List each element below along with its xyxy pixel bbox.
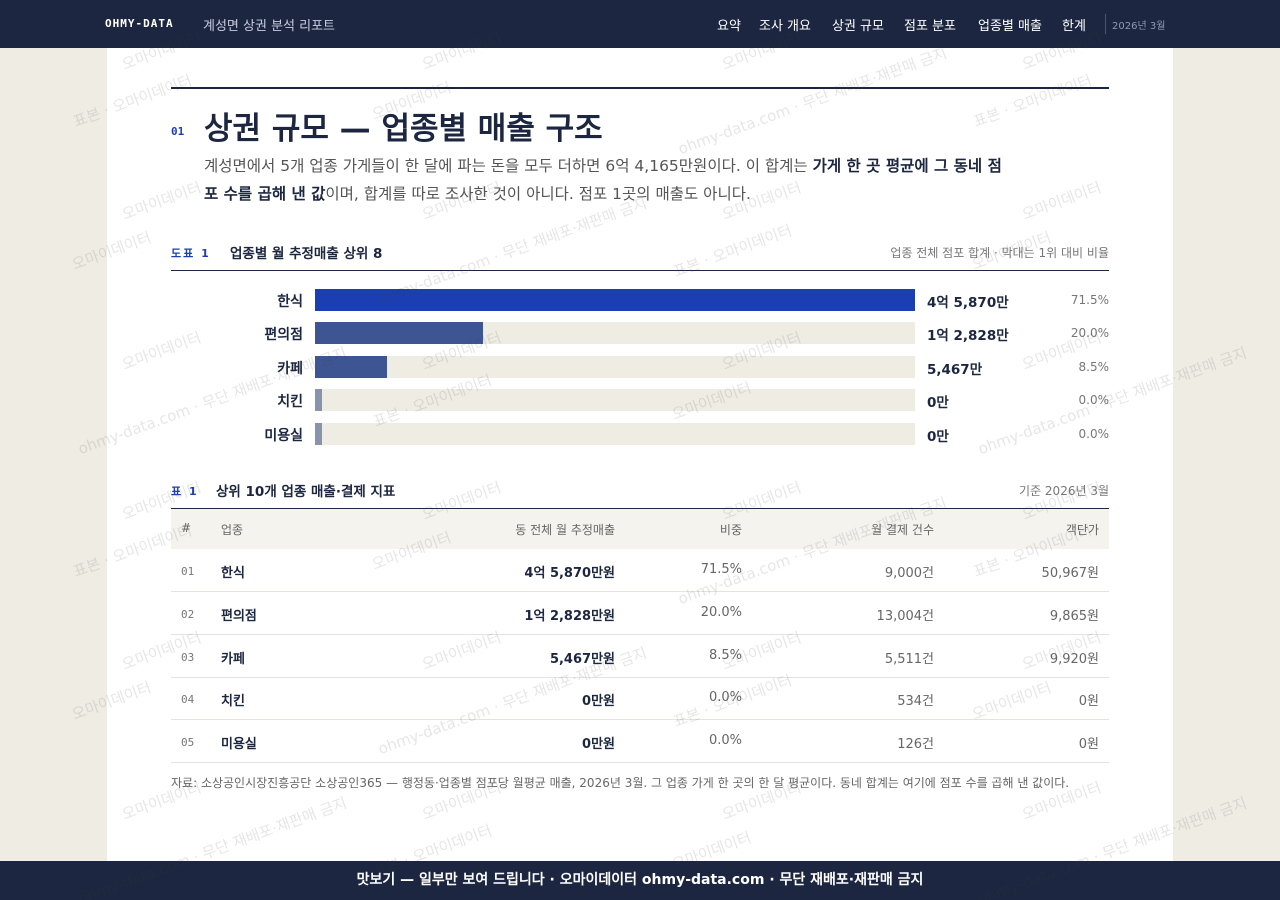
footer-banner: 맛보기 — 일부만 보여 드립니다 · 오마이데이터 ohmy-data.com…: [0, 861, 1280, 900]
table-header-row: [171, 508, 1109, 549]
table-cell: 치킨: [221, 694, 245, 710]
bar: [315, 322, 483, 345]
table-cell: 03: [181, 650, 195, 664]
category-label: 편의점: [264, 327, 303, 344]
section-rule: [171, 87, 1109, 89]
brand[interactable]: OHMY-DATA: [105, 17, 174, 30]
row-rule: [171, 762, 1109, 764]
table-cell: 9,865원: [1049, 608, 1099, 624]
value-label: 0만: [927, 428, 949, 445]
nav-link[interactable]: 한계: [1062, 19, 1086, 34]
nav-link[interactable]: 업종별 매출: [978, 19, 1042, 34]
bar-cap: [315, 389, 322, 412]
table-cell: 9,920원: [1049, 651, 1099, 667]
table-title: 상위 10개 업종 매출·결제 지표: [216, 484, 396, 500]
row-rule: [171, 633, 1109, 635]
source-note: 자료: 소상공인시장진흥공단 소상공인365 — 행정동·업종별 점포당 월평균…: [171, 776, 1070, 790]
value-label: 4억 5,870만: [927, 295, 1009, 311]
lead-text: 이며, 합계를 따로 조사한 것이 아니다. 점포 1곳의 매출도 아니다.: [325, 185, 751, 203]
table-cell: 5,467만원: [549, 651, 615, 667]
lead-text: 계성면에서 5개 업종 가게들이 한 달에 파는 돈을 모두 더하면 6억 4,…: [204, 157, 813, 175]
top-nav: OHMY-DATA 계성면 상권 분석 리포트 2026년 3월 요약 조사 개요…: [0, 0, 1280, 48]
value-label: 0만: [927, 395, 949, 412]
table-cell: 9,000건: [884, 566, 934, 581]
table-header: 동 전체 월 추정매출: [515, 523, 615, 537]
table-cell: 0.0%: [708, 690, 742, 706]
nav-link[interactable]: 조사 개요: [759, 19, 811, 34]
table-header: 월 결제 건수: [871, 523, 934, 537]
lead-paragraph: 계성면에서 5개 업종 가게들이 한 달에 파는 돈을 모두 더하면 6억 4,…: [204, 152, 1014, 208]
nav-link[interactable]: 상권 규모: [832, 19, 884, 34]
nav-link[interactable]: 요약: [717, 19, 741, 34]
category-label: 미용실: [264, 427, 303, 444]
table-cell: 0.0%: [708, 733, 742, 749]
category-label: 한식: [277, 294, 303, 310]
table-cell: 4억 5,870만원: [524, 566, 615, 581]
table-cell: 5,511건: [884, 651, 934, 667]
section-number: 01: [171, 125, 185, 138]
bar-track: [315, 389, 915, 412]
content-panel: [107, 48, 1173, 861]
table-note: 기준 2026년 3월: [1019, 484, 1109, 498]
value-label: 1억 2,828만: [927, 328, 1009, 345]
table-label: 표 1: [171, 485, 199, 498]
nav-date: 2026년 3월: [1112, 21, 1166, 32]
table-cell: 534건: [897, 694, 934, 710]
table-cell: 0원: [1078, 694, 1099, 710]
lead-emphasis: 가게 한 곳 평균에 그 동네 점포 수를 곱해 낸 값: [204, 157, 1002, 203]
bar-track: [315, 355, 915, 378]
figure-rule: [171, 270, 1109, 271]
row-rule: [171, 591, 1109, 592]
figure-title: 업종별 월 추정매출 상위 8: [230, 246, 383, 262]
table-header: 객단가: [1065, 523, 1099, 537]
table-cell: 01: [181, 565, 195, 578]
table-cell: 8.5%: [708, 647, 742, 663]
table-cell: 02: [181, 607, 195, 621]
table-cell: 05: [181, 736, 195, 750]
share-label: 71.5%: [1070, 293, 1109, 307]
table-cell: 71.5%: [700, 562, 742, 577]
share-label: 0.0%: [1078, 426, 1110, 441]
table-cell: 126건: [897, 737, 934, 753]
table-header: 업종: [221, 523, 244, 537]
section-title: 상권 규모 — 업종별 매출 구조: [204, 111, 603, 147]
table-cell: 0만원: [582, 694, 615, 710]
table-cell: 1억 2,828만원: [524, 608, 615, 624]
table-cell: 20.0%: [700, 604, 742, 620]
row-rule: [171, 719, 1109, 721]
report-subtitle: 계성면 상권 분석 리포트: [203, 19, 335, 34]
nav-divider: [1105, 14, 1106, 34]
value-label: 5,467만: [927, 361, 983, 378]
table-cell: 0원: [1078, 737, 1099, 753]
bar: [315, 289, 915, 311]
table-cell: 카페: [221, 651, 245, 667]
figure-note: 업종 전체 점포 합계 · 막대는 1위 대비 비율: [890, 246, 1109, 260]
bar-track: [315, 422, 915, 445]
table-cell: 한식: [221, 566, 245, 581]
table-cell: 0만원: [582, 737, 615, 753]
row-rule: [171, 676, 1109, 678]
table-cell: 50,967원: [1041, 566, 1099, 581]
category-label: 치킨: [277, 394, 303, 411]
category-label: 카페: [277, 360, 303, 377]
bar: [315, 355, 387, 378]
table-cell: 04: [181, 693, 195, 707]
nav-link[interactable]: 점포 분포: [904, 19, 956, 34]
share-label: 0.0%: [1078, 393, 1110, 408]
table-header: #: [181, 521, 192, 535]
bar-cap: [315, 422, 322, 445]
table-header: 비중: [719, 523, 742, 537]
table-cell: 미용실: [221, 737, 257, 753]
figure-label: 도표 1: [171, 247, 211, 260]
table-cell: 13,004건: [876, 608, 934, 624]
share-label: 8.5%: [1078, 359, 1110, 374]
table-cell: 편의점: [221, 608, 257, 624]
share-label: 20.0%: [1070, 326, 1109, 341]
